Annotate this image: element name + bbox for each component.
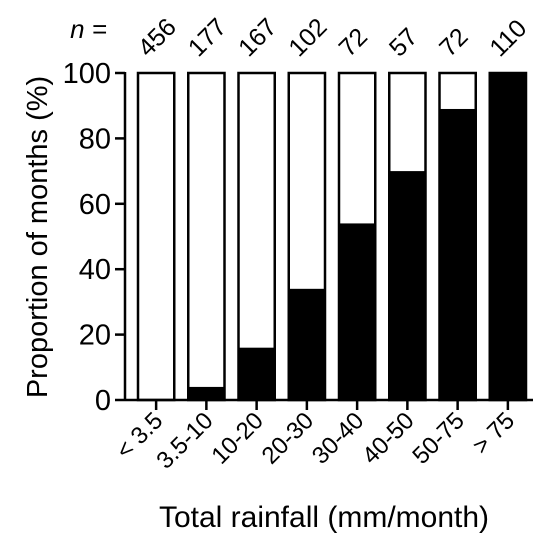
x-tick-label: 3.5-10	[151, 407, 218, 474]
bar-segment-lower	[339, 223, 376, 400]
y-axis-title: Proportion of months (%)	[22, 76, 54, 398]
bar-segment-lower	[489, 73, 526, 400]
sample-size-value: 72	[334, 23, 373, 62]
y-tick-label: 20	[79, 320, 111, 352]
x-tick-label: 40-50	[357, 407, 420, 470]
sample-size-value: 102	[283, 13, 332, 62]
bar-segment-upper	[138, 73, 175, 400]
bar-segment-lower	[288, 288, 325, 400]
x-tick-label: 20-30	[257, 407, 320, 470]
y-tick-label: 40	[79, 254, 111, 286]
x-tick-label: 50-75	[407, 407, 470, 470]
bar-segment-lower	[238, 347, 275, 400]
x-tick-label: 10-20	[206, 407, 269, 470]
bar-segment-upper	[188, 73, 225, 387]
x-tick-label: 30-40	[307, 407, 370, 470]
bar-segment-upper	[288, 73, 325, 289]
bar-segment-upper	[339, 73, 376, 224]
bar-segment-lower	[389, 171, 426, 400]
sample-size-value: 177	[183, 13, 232, 62]
bars-layer	[136, 71, 528, 402]
y-tick-label: 100	[63, 58, 111, 90]
bar-segment-upper	[389, 73, 426, 172]
bar-segment-lower	[188, 386, 225, 400]
sample-size-value: 167	[233, 13, 282, 62]
bar-segment-lower	[439, 108, 476, 400]
sample-size-value: 456	[133, 13, 182, 62]
bar-segment-upper	[238, 73, 275, 348]
x-tick-label: > 75	[468, 407, 521, 460]
sample-size-value: 110	[484, 14, 532, 62]
sample-size-value: 57	[384, 23, 423, 62]
x-axis-title: Total rainfall (mm/month)	[159, 501, 489, 534]
sample-size-value: 72	[434, 23, 473, 62]
y-tick-label: 60	[79, 189, 111, 221]
axes-layer	[115, 71, 533, 410]
bar-segment-upper	[439, 73, 476, 109]
y-tick-label: 80	[79, 123, 111, 155]
y-tick-label: 0	[95, 385, 111, 417]
sample-size-label: n =	[70, 14, 107, 44]
